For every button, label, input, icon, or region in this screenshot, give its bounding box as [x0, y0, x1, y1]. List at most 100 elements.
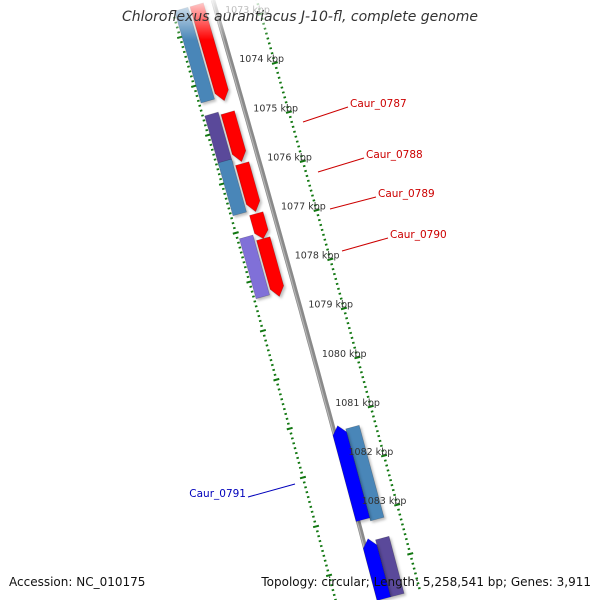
gene-arrow[interactable]	[249, 211, 269, 240]
left-tick	[290, 120, 294, 124]
left-tick	[337, 287, 340, 291]
gene-arrow[interactable]	[362, 538, 391, 600]
left-tick	[306, 179, 310, 183]
right-tick	[238, 246, 242, 249]
left-tick	[272, 56, 275, 60]
right-tick	[217, 173, 221, 176]
right-tick	[184, 55, 188, 59]
right-tick	[272, 368, 276, 372]
right-tick	[232, 231, 239, 235]
right-tick	[315, 530, 319, 533]
gene-arrow[interactable]	[220, 110, 247, 163]
right-tick	[182, 50, 186, 54]
left-tick	[332, 272, 336, 276]
left-tick	[375, 429, 379, 433]
gene-label[interactable]: Caur_0790	[390, 229, 447, 241]
left-tick	[298, 150, 302, 153]
left-tick	[400, 523, 404, 526]
right-tick	[302, 481, 306, 484]
left-tick	[340, 306, 348, 311]
accession-text: Accession: NC_010175	[9, 575, 146, 589]
left-tick	[291, 125, 295, 129]
left-tick	[399, 518, 403, 521]
right-tick	[208, 138, 211, 142]
left-tick	[339, 297, 343, 300]
left-tick	[327, 253, 331, 256]
gene-label[interactable]: Caur_0787	[350, 98, 407, 110]
left-tick	[394, 503, 401, 507]
right-tick	[330, 583, 334, 587]
gene-arrow[interactable]	[345, 424, 385, 522]
left-tick	[351, 341, 355, 344]
gene-label[interactable]: Caur_0791	[189, 488, 246, 500]
right-tick	[235, 236, 239, 240]
left-tick	[385, 464, 389, 467]
right-tick	[219, 177, 223, 181]
left-tick	[412, 567, 416, 570]
right-tick	[278, 393, 282, 396]
right-tick	[210, 148, 214, 151]
gene-label[interactable]: Caur_0789	[378, 188, 435, 200]
gene-arrow[interactable]	[332, 425, 371, 522]
left-tick	[288, 115, 292, 119]
left-tick	[403, 533, 407, 536]
right-tick	[243, 265, 247, 269]
left-tick	[389, 479, 393, 482]
right-tick	[273, 377, 280, 382]
right-tick	[249, 285, 253, 288]
left-tick	[387, 474, 391, 477]
left-tick	[319, 223, 323, 227]
right-tick	[281, 402, 285, 406]
gene-arrow[interactable]	[239, 234, 270, 300]
left-tick	[370, 410, 374, 413]
right-tick	[228, 212, 232, 215]
left-tick	[366, 395, 370, 398]
right-tick	[318, 539, 322, 543]
gene-arrow[interactable]	[235, 161, 261, 213]
left-tick	[397, 508, 400, 511]
left-tick	[281, 91, 285, 94]
right-tick	[265, 344, 269, 347]
right-tick	[237, 241, 240, 244]
left-tick	[407, 547, 411, 551]
right-tick	[276, 383, 280, 386]
right-tick	[293, 446, 297, 450]
left-tick	[374, 425, 378, 428]
left-tick	[406, 542, 410, 546]
right-tick	[285, 417, 289, 421]
left-tick	[313, 208, 320, 213]
right-tick	[286, 422, 290, 425]
left-tick	[330, 263, 334, 266]
right-tick	[298, 466, 302, 469]
right-tick	[292, 442, 296, 445]
left-tick	[379, 444, 383, 448]
left-tick	[357, 361, 361, 364]
left-tick	[358, 366, 362, 369]
gene-arrow[interactable]	[217, 158, 247, 217]
right-tick	[328, 579, 332, 582]
left-tick	[270, 51, 274, 55]
left-tick	[304, 169, 308, 173]
right-tick	[213, 158, 217, 161]
right-tick	[254, 305, 258, 308]
right-tick	[188, 70, 192, 73]
left-tick	[284, 101, 288, 104]
map-title: Chloroflexus aurantiacus J-10-fl, comple…	[122, 9, 478, 25]
left-tick	[309, 189, 313, 192]
left-tick	[295, 140, 299, 143]
scale-label: 1080 kbp	[322, 349, 367, 360]
right-tick	[309, 505, 313, 509]
gene-arrow[interactable]	[256, 236, 285, 297]
right-tick	[246, 275, 250, 279]
left-tick	[373, 420, 377, 423]
scale-label: 1075 kbp	[253, 103, 298, 114]
left-tick	[380, 453, 388, 458]
right-tick	[180, 40, 183, 44]
left-tick	[312, 199, 316, 202]
gene-label[interactable]: Caur_0788	[366, 149, 423, 161]
right-tick	[250, 290, 254, 293]
left-tick	[349, 331, 353, 335]
right-tick	[205, 128, 209, 132]
left-tick	[415, 577, 419, 580]
